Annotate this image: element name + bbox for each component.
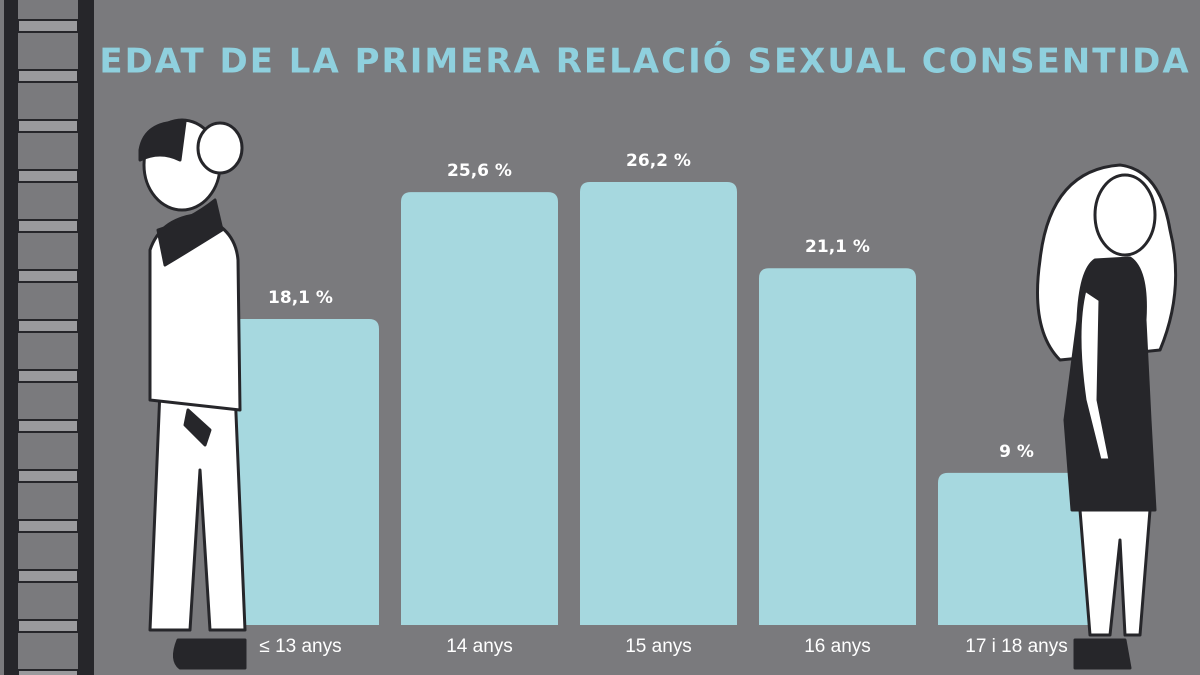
- ladder-rung: [17, 669, 79, 675]
- ladder-rung: [17, 569, 79, 583]
- ladder-rung: [17, 319, 79, 333]
- ladder-rung: [17, 469, 79, 483]
- ladder-rung: [17, 619, 79, 633]
- x-tick-label: 17 i 18 anys: [965, 636, 1067, 657]
- x-tick-label: 16 anys: [804, 636, 871, 657]
- ladder-rung: [17, 19, 79, 33]
- x-tick-label: 15 anys: [625, 636, 692, 657]
- bar: [938, 472, 1095, 625]
- bars: [222, 182, 1095, 626]
- value-label: 25,6 %: [447, 161, 512, 181]
- ladder-rung: [17, 269, 79, 283]
- figure-left: [138, 118, 247, 670]
- ladder-rung: [17, 419, 79, 433]
- x-tick-label: ≤ 13 anys: [259, 636, 341, 657]
- value-label: 21,1 %: [805, 237, 870, 257]
- bar: [759, 268, 916, 625]
- value-label: 9 %: [999, 442, 1034, 462]
- ladder-rung: [17, 169, 79, 183]
- ladder-rung: [17, 369, 79, 383]
- chart-title: EDAT DE LA PRIMERA RELACIÓ SEXUAL CONSEN…: [99, 41, 1190, 82]
- value-label: 26,2 %: [626, 151, 691, 171]
- bar: [580, 182, 737, 625]
- ladder-rung: [17, 519, 79, 533]
- value-label: 18,1 %: [268, 288, 333, 308]
- figure-right: [1036, 163, 1178, 670]
- x-tick-label: 14 anys: [446, 636, 513, 657]
- ladder-rung: [17, 219, 79, 233]
- bar: [222, 318, 379, 625]
- ladder: [4, 0, 94, 675]
- bar: [401, 192, 558, 626]
- ladder-rung: [17, 119, 79, 133]
- ladder-rung: [17, 69, 79, 83]
